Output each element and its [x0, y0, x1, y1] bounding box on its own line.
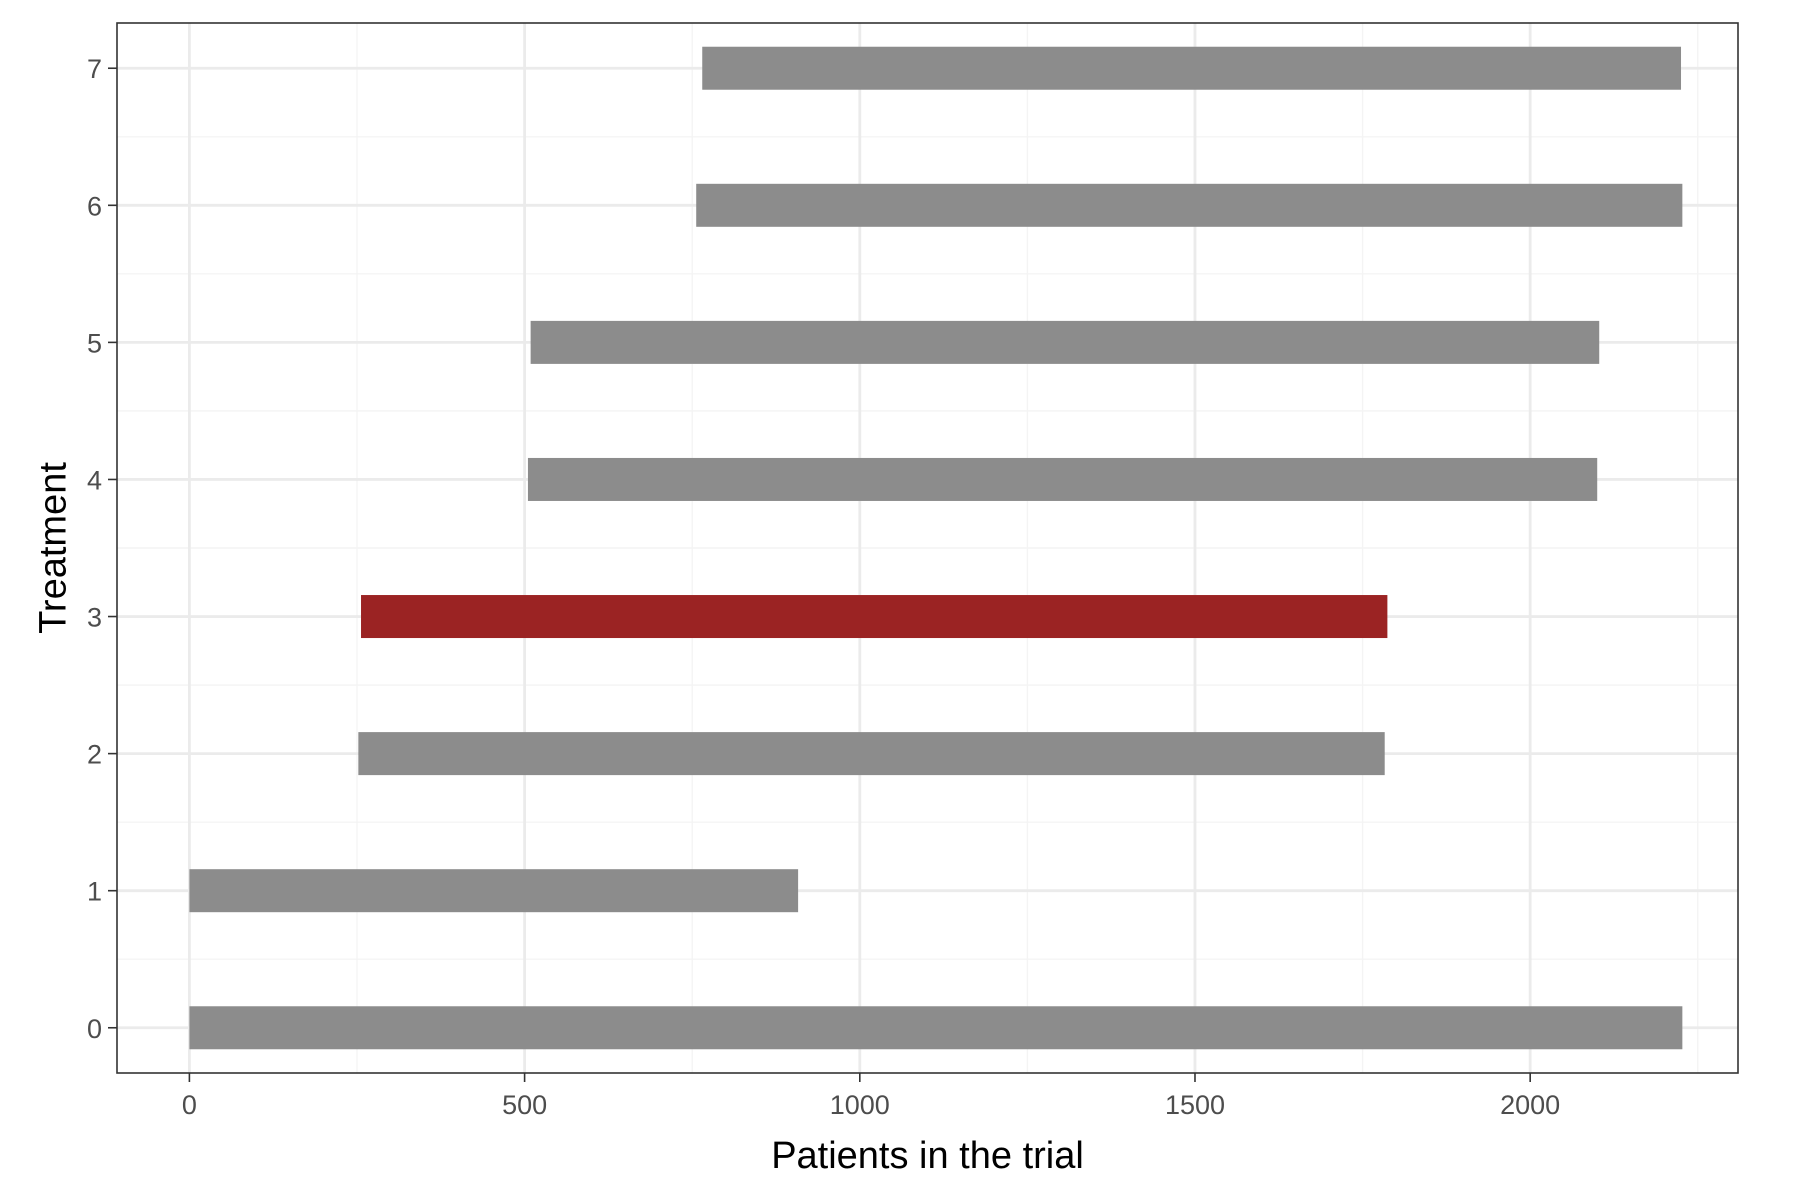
bar-treatment-4 — [527, 457, 1598, 501]
bar-treatment-7 — [702, 46, 1682, 90]
bar-treatment-5 — [530, 320, 1600, 364]
minor-gridlines — [117, 23, 1738, 1073]
x-tick-label: 1000 — [830, 1090, 890, 1120]
highlighted-bar-treatment-3 — [361, 595, 1388, 639]
x-axis-title: Patients in the trial — [771, 1135, 1084, 1177]
y-tick-label: 1 — [87, 877, 102, 907]
y-axis-title: Treatment — [32, 462, 74, 634]
y-tick-label: 6 — [87, 191, 102, 221]
x-tick-label: 2000 — [1500, 1090, 1560, 1120]
bars — [189, 46, 1683, 1050]
y-tick-label: 7 — [87, 54, 102, 84]
x-tick-label: 500 — [502, 1090, 547, 1120]
y-tick-label: 2 — [87, 740, 102, 770]
panel-border — [116, 22, 1739, 1074]
x-tick-label: 1500 — [1165, 1090, 1225, 1120]
x-axis: 0 500 1000 1500 2000 — [182, 1073, 1560, 1120]
y-tick-label: 4 — [87, 465, 102, 495]
bar-treatment-2 — [358, 732, 1385, 776]
bar-treatment-0 — [189, 1006, 1683, 1050]
y-tick-label: 0 — [87, 1014, 102, 1044]
x-tick-label: 0 — [182, 1090, 197, 1120]
y-tick-label: 5 — [87, 328, 102, 358]
bar-treatment-1 — [189, 869, 799, 913]
y-axis: 0 1 2 3 4 5 6 7 — [87, 54, 117, 1044]
y-tick-label: 3 — [87, 603, 102, 633]
bar-treatment-6 — [696, 183, 1683, 227]
